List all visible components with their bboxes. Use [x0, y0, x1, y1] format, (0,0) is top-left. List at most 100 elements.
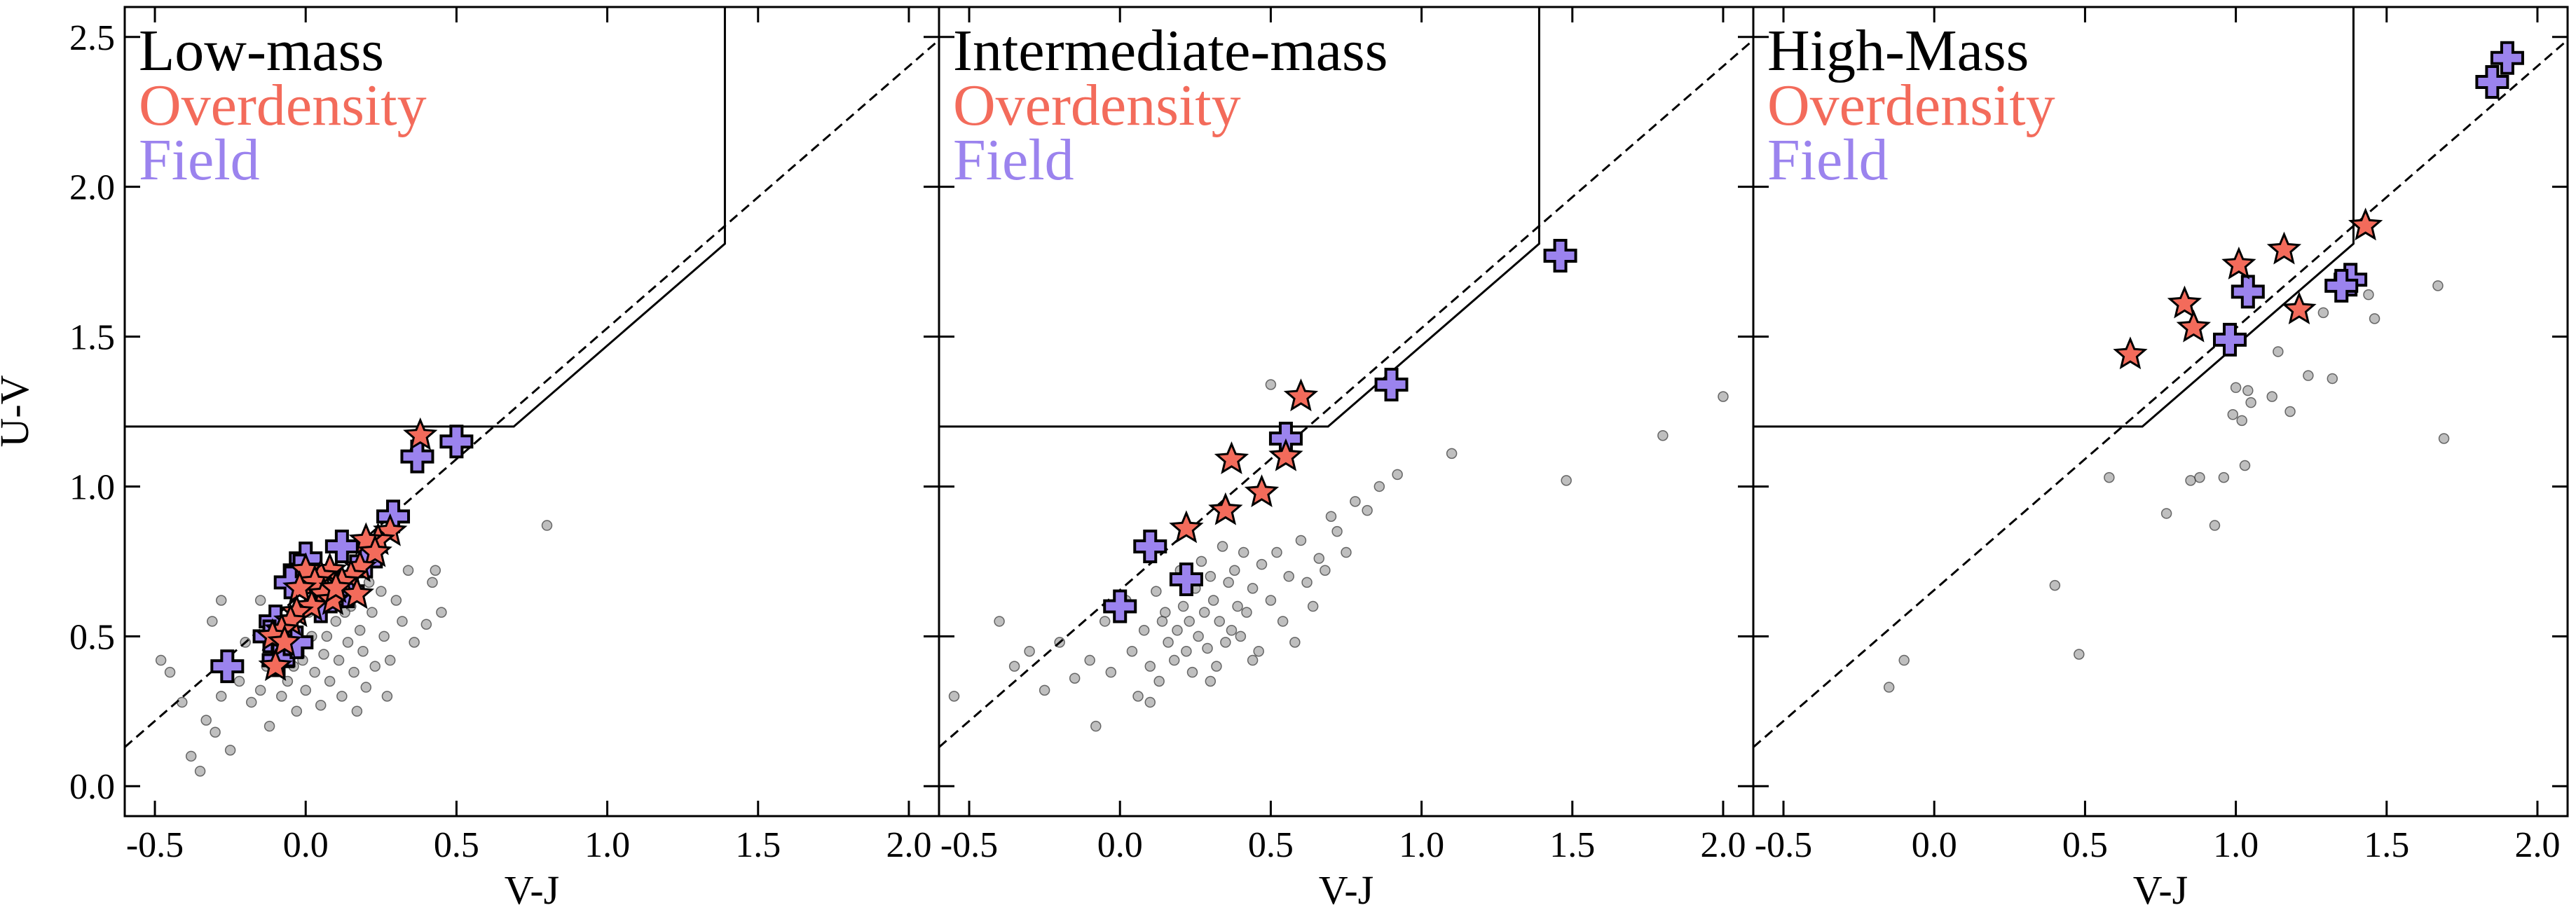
panel-low-mass-x-tick-label: 2.0: [886, 825, 931, 865]
panel-high-mass-x-tick-label: 0.0: [1912, 825, 1957, 865]
panel-low-mass-title: Low-mass: [139, 18, 384, 83]
panel-high-mass-background-point: [1883, 682, 1895, 693]
panel-low-mass-background-point: [336, 691, 348, 702]
panel-high-mass-background-point: [2160, 508, 2172, 519]
panel-intermediate-mass-background-point: [1289, 637, 1301, 648]
panel-intermediate-mass-background-point: [1446, 448, 1458, 460]
panel-low-mass-background-point: [376, 586, 387, 597]
panel-low-mass-legend-overdensity: Overdensity: [139, 73, 427, 138]
panel-low-mass-background-point: [194, 766, 206, 777]
panel-intermediate-mass-background-point: [1211, 661, 1222, 672]
panel-low-mass-x-axis-title: V-J: [505, 867, 559, 913]
panel-high-mass-background-point: [2369, 313, 2380, 324]
panel-low-mass-field-points: [210, 425, 474, 684]
panel-intermediate-mass-dashed-relation: [939, 39, 1753, 748]
panel-intermediate-mass-background-point: [1207, 595, 1219, 606]
panel-high-mass-overdensity-point: [2167, 285, 2202, 319]
panel-low-mass-background-point: [357, 645, 369, 657]
panel-intermediate-mass-background-point: [1153, 675, 1165, 687]
panel-low-mass-background-point: [369, 661, 381, 672]
panel-intermediate-mass-overdensity-point: [1244, 474, 1280, 507]
panel-low-mass-y-tick-label: 2.5: [69, 18, 115, 58]
panel-intermediate-mass-background-point: [1198, 607, 1210, 618]
panel-intermediate-mass-background-point: [1241, 607, 1252, 618]
panel-low-mass-background-point: [318, 649, 329, 660]
panel-low-mass-background-point: [381, 691, 393, 702]
panel-low-mass: -0.5 0.0 0.5 1.0 1.5 2.0 0.0 0.5 1.0 1.5 2.0 2.5 Lo…: [69, 6, 940, 913]
panel-high-mass: -0.5 0.0 0.5 1.0 1.5 2.0 High-Mass Overdensit…: [1752, 6, 2569, 913]
panel-intermediate-mass-x-tick-label: 1.0: [1399, 825, 1444, 865]
panel-high-mass-field-point: [2475, 64, 2509, 99]
panel-high-mass-frame: [1752, 6, 2569, 818]
panel-low-mass-legend-field: Field: [139, 127, 260, 193]
panel-intermediate-mass-overdensity-points: [1169, 378, 1319, 544]
panel-intermediate-mass-background-point: [1099, 616, 1111, 627]
panel-intermediate-mass-legend-field: Field: [953, 127, 1074, 193]
panel-intermediate-mass-background-point: [1283, 571, 1294, 582]
panel-high-mass-legend-overdensity: Overdensity: [1767, 73, 2055, 138]
panel-intermediate-mass-background-point: [1392, 469, 1403, 481]
panel-high-mass-background-point: [2242, 385, 2254, 397]
panel-high-mass-background-point: [2074, 649, 2085, 660]
panel-low-mass-background-point: [215, 595, 227, 606]
panel-high-mass-x-tick-label: 1.5: [2364, 825, 2409, 865]
panel-intermediate-mass-background-point: [1362, 504, 1373, 516]
panel-intermediate-mass-background-point: [1214, 616, 1225, 627]
panel-low-mass-background-point: [360, 682, 372, 693]
panel-intermediate-mass-background-point: [1163, 637, 1174, 648]
panel-high-mass-background-point: [2230, 382, 2242, 394]
panel-intermediate-mass-background-point: [1008, 661, 1020, 672]
panel-intermediate-mass-background-point: [1168, 654, 1180, 666]
panel-high-mass-background-point: [2266, 391, 2277, 402]
panel-low-mass-background-point: [215, 691, 227, 702]
panel-high-mass-quiescent-boundary: [1753, 7, 2355, 428]
panel-intermediate-mass-background-point: [1205, 675, 1217, 687]
panel-low-mass-background-point: [384, 654, 396, 666]
panel-intermediate-mass-background-point: [1247, 654, 1259, 666]
panel-intermediate-mass-background-point: [1144, 696, 1156, 708]
panel-high-mass-guides: [1753, 7, 2568, 748]
panel-high-mass-overdensity-point: [2348, 207, 2383, 241]
panel-intermediate-mass-background-point: [1271, 546, 1282, 558]
panel-intermediate-mass-background-point: [1295, 535, 1307, 546]
panel-intermediate-mass-background-point: [1277, 616, 1289, 627]
panel-high-mass-overdensity-points: [2113, 207, 2383, 370]
panel-low-mass-field-point: [400, 439, 434, 474]
panel-intermediate-mass-background-point: [1247, 583, 1259, 594]
panel-intermediate-mass-background-point: [1265, 379, 1277, 390]
panel-low-mass-background-point: [164, 666, 176, 678]
panel-high-mass-x-tick-label: 2.0: [2514, 825, 2560, 865]
panel-low-mass-overdensity-point: [282, 570, 317, 603]
panel-intermediate-mass-background-point: [1105, 666, 1117, 678]
panel-low-mass-background-point: [348, 666, 359, 678]
panel-low-mass-x-tick-label: 0.0: [283, 825, 329, 865]
panel-intermediate-mass-overdensity-point: [1214, 441, 1249, 474]
panel-intermediate-mass-background-point: [1320, 565, 1331, 576]
panel-low-mass-background-point: [233, 675, 245, 687]
panel-high-mass-background-point: [2218, 471, 2230, 483]
panel-intermediate-mass-overdensity-point: [1208, 492, 1243, 525]
panel-high-mass-background-point: [2209, 520, 2221, 531]
panel-low-mass-overdensity-point: [318, 570, 353, 603]
panel-low-mass-background-point: [155, 654, 167, 666]
panel-intermediate-mass-background-point: [1307, 600, 1319, 612]
panel-low-mass-background-point: [436, 607, 447, 618]
panel-intermediate-mass-x-tick-label: 0.0: [1097, 825, 1143, 865]
panel-intermediate-mass-background-point: [1172, 625, 1183, 636]
panel-high-mass-field-points: [2212, 41, 2524, 357]
panel-high-mass-overdensity-point: [2266, 231, 2302, 265]
panel-intermediate-mass-background-point: [1069, 673, 1081, 684]
panel-intermediate-mass-field-point: [1543, 239, 1577, 273]
panel-low-mass-y-tick-label: 2.0: [69, 168, 115, 208]
panel-low-mass-background-point: [315, 699, 327, 711]
panel-high-mass-background-point: [2284, 406, 2296, 418]
panel-low-mass-background-point: [177, 696, 188, 708]
panel-high-mass-background-point: [2194, 471, 2205, 483]
panel-low-mass-background-point: [409, 637, 420, 648]
panel-intermediate-mass-background-point: [1184, 616, 1195, 627]
panel-low-mass-background-point: [276, 691, 287, 702]
panel-high-mass-background-point: [2273, 346, 2284, 357]
panel-low-mass-ticks: -0.5 0.0 0.5 1.0 1.5 2.0 0.0 0.5 1.0 1.5 2.0 2.5: [69, 7, 939, 865]
panel-low-mass-background-point: [254, 595, 266, 606]
panel-low-mass-background-point: [366, 607, 378, 618]
